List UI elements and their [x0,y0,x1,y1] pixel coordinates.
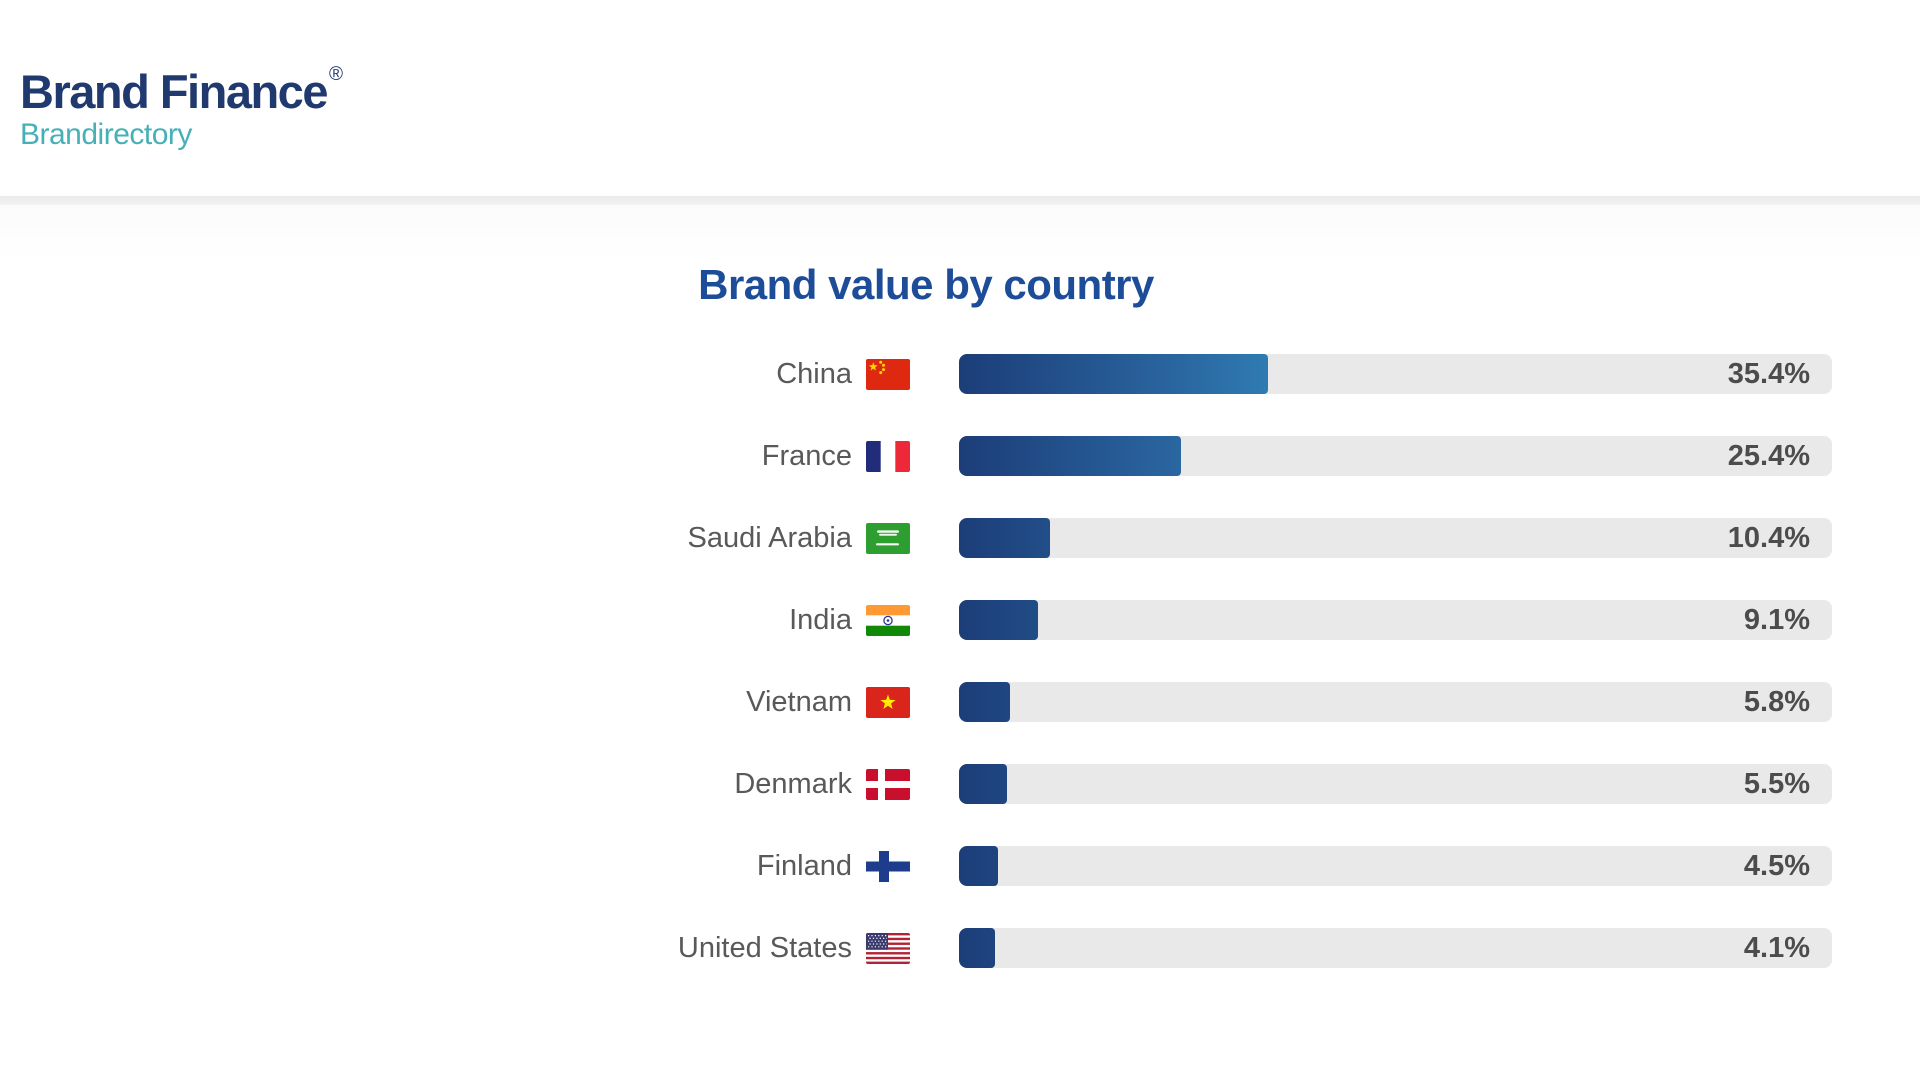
bar-fill [959,436,1181,476]
value-label: 4.1% [1743,932,1810,964]
bar-track: 4.1% [959,928,1832,968]
finland-flag-icon [866,850,910,882]
logo-wordmark: Brand Finance ® [20,50,343,117]
value-label: 5.5% [1743,768,1810,800]
main-content: Brand value by country China 35.4% Franc… [0,205,1920,968]
country-label: Saudi Arabia [687,522,852,554]
value-label: 9.1% [1743,604,1810,636]
country-label: United States [677,932,852,964]
bar-track: 9.1% [959,600,1832,640]
chart-row: United States 4.1% [602,928,1832,968]
country-label: China [776,358,852,390]
united-states-flag-icon [866,932,910,964]
france-flag-icon [866,440,910,472]
header-shadow-fade [0,205,1920,260]
bar-track: 35.4% [959,354,1832,394]
bar-track: 5.5% [959,764,1832,804]
bar-fill [959,354,1269,394]
value-label: 10.4% [1727,522,1810,554]
country-label: France [761,440,852,472]
logo-subtitle: Brandirectory [20,118,192,151]
chart-row: India 9.1% [602,600,1832,640]
logo-text: Brand Finance [20,65,328,118]
bar-fill [959,518,1050,558]
india-flag-icon [866,604,910,636]
country-label: Denmark [734,768,852,800]
site-header: Brand Finance ® Brandirectory [0,0,1920,196]
bar-fill [959,682,1010,722]
bar-fill [959,600,1039,640]
value-label: 25.4% [1727,440,1810,472]
chart-row: Saudi Arabia 10.4% [602,518,1832,558]
vietnam-flag-icon [866,686,910,718]
bar-track: 10.4% [959,518,1832,558]
china-flag-icon [866,358,910,390]
bar-track: 4.5% [959,846,1832,886]
value-label: 35.4% [1727,358,1810,390]
value-label: 5.8% [1743,686,1810,718]
bar-track: 5.8% [959,682,1832,722]
registered-trademark-icon: ® [328,64,343,85]
country-label: India [789,604,852,636]
bar-fill [959,764,1007,804]
bar-rows: China 35.4% France 25.4% Saudi Arabia 10… [20,354,1832,968]
bar-fill [959,928,995,968]
brand-value-chart: Brand value by country China 35.4% Franc… [20,205,1832,968]
chart-row: Vietnam 5.8% [602,682,1832,722]
country-label: Finland [756,850,852,882]
brand-finance-logo[interactable]: Brand Finance ® Brandirectory [20,50,343,152]
chart-row: China 35.4% [602,354,1832,394]
chart-row: Finland 4.5% [602,846,1832,886]
bar-fill [959,846,999,886]
country-label: Vietnam [746,686,852,718]
chart-title: Brand value by country [698,261,1154,308]
chart-row: France 25.4% [602,436,1832,476]
saudi-arabia-flag-icon [866,522,910,554]
header-divider [0,196,1920,205]
denmark-flag-icon [866,768,910,800]
value-label: 4.5% [1743,850,1810,882]
bar-track: 25.4% [959,436,1832,476]
chart-row: Denmark 5.5% [602,764,1832,804]
